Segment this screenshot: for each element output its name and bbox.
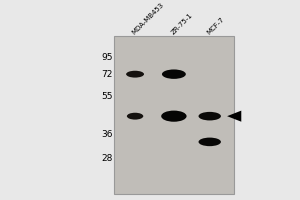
Text: 36: 36 xyxy=(101,130,113,139)
Text: MCF-7: MCF-7 xyxy=(206,16,225,36)
Ellipse shape xyxy=(162,69,186,79)
Ellipse shape xyxy=(127,113,143,120)
Polygon shape xyxy=(227,111,241,122)
Ellipse shape xyxy=(161,111,187,122)
Ellipse shape xyxy=(126,71,144,78)
Text: MDA-MB453: MDA-MB453 xyxy=(131,1,165,36)
Ellipse shape xyxy=(199,112,221,120)
Text: 28: 28 xyxy=(101,154,113,163)
Text: 95: 95 xyxy=(101,53,113,62)
Bar xyxy=(114,36,234,194)
Ellipse shape xyxy=(199,138,221,146)
Text: ZR-75-1: ZR-75-1 xyxy=(169,12,194,36)
Text: 55: 55 xyxy=(101,92,113,101)
Text: 72: 72 xyxy=(101,70,113,79)
